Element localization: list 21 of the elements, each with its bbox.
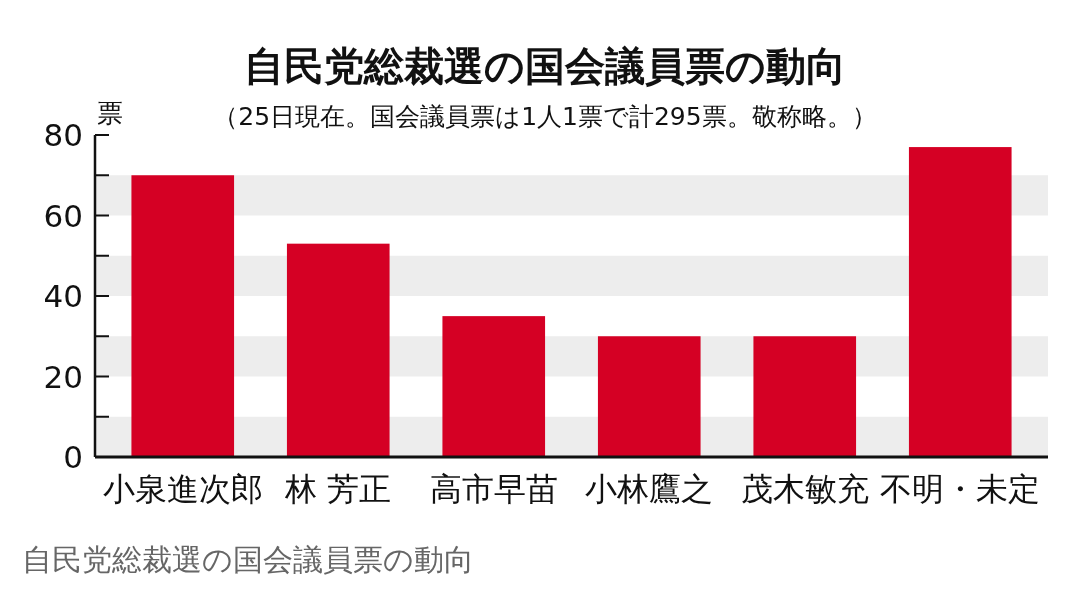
y-axis-title: 票 [97,98,123,128]
text: 自民党総裁選の国会議員票の動向 [22,542,474,577]
y-tick-label: 0 [63,439,83,475]
bar [597,336,701,457]
y-tick-label: 80 [43,117,83,153]
chart-title: 自民党総裁選の国会議員票の動向 [244,43,846,89]
x-tick-label: 林 芳正 [284,470,392,508]
bar [286,243,390,457]
x-tick-label: 小泉進次郎 [102,470,263,508]
x-tick-label: 茂木敏充 [740,470,869,508]
y-tick-label: 40 [43,278,83,314]
y-tick-label: 20 [43,358,83,395]
y-tick-label: 60 [43,197,83,234]
bar [442,316,546,457]
x-tick-label: 不明・未定 [880,470,1041,508]
chart-subtitle: （25日現在。国会議員票は1人1票で計295票。敬称略。） [213,102,877,131]
x-tick-label: 小林鷹之 [585,470,714,508]
bar [908,147,1012,457]
x-tick-label: 高市早苗 [429,470,558,508]
bar [753,336,857,457]
bar [131,175,235,457]
